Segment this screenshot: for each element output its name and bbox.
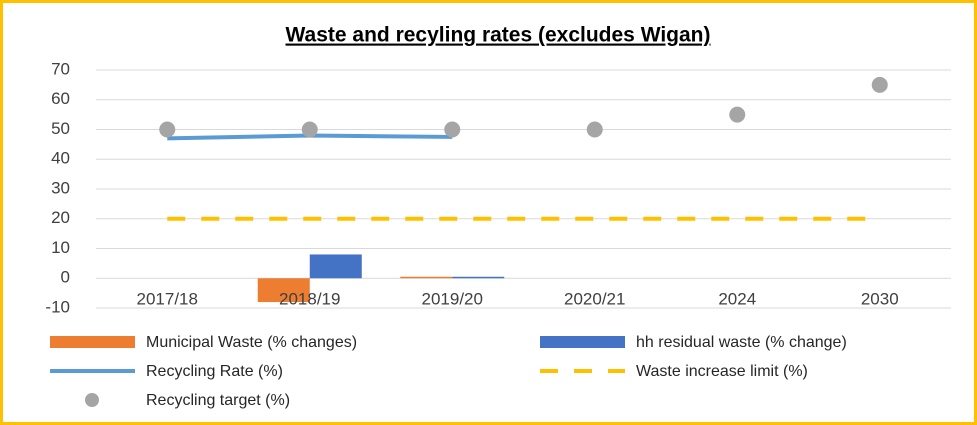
legend-label: hh residual waste (% change) (636, 334, 847, 351)
bar (400, 276, 453, 279)
dot (159, 121, 176, 138)
bar (257, 278, 310, 303)
y-tick-label: 40 (51, 149, 70, 168)
dot (444, 121, 461, 138)
legend-swatch (85, 393, 99, 407)
legend-label: Recycling target (%) (146, 392, 290, 409)
legend-swatch (50, 336, 135, 348)
y-tick-label: 10 (51, 238, 70, 257)
y-tick-label: 70 (51, 59, 70, 78)
legend-label: Recycling Rate (%) (146, 363, 283, 380)
bar (309, 254, 362, 279)
legend-label: Waste increase limit (%) (636, 363, 808, 380)
x-tick-label: 2024 (718, 289, 756, 308)
dot (729, 106, 746, 123)
y-tick-label: 30 (51, 178, 70, 197)
legend-swatch (540, 336, 625, 348)
dot (586, 121, 603, 138)
y-tick-label: 20 (51, 208, 70, 227)
x-tick-label: 2018/19 (279, 289, 340, 308)
x-tick-label: 2019/20 (422, 289, 483, 308)
y-tick-label: 0 (61, 268, 70, 287)
y-tick-label: 50 (51, 119, 70, 138)
legend-label: Municipal Waste (% changes) (146, 334, 357, 351)
x-tick-label: 2020/21 (564, 289, 625, 308)
dot (301, 121, 318, 138)
x-tick-label: 2017/18 (137, 289, 198, 308)
chart-title: Waste and recyling rates (excludes Wigan… (286, 24, 711, 47)
bar (452, 276, 505, 279)
x-tick-label: 2030 (861, 289, 899, 308)
y-tick-label: -10 (45, 297, 70, 316)
y-tick-label: 60 (51, 89, 70, 108)
dot (871, 76, 888, 93)
